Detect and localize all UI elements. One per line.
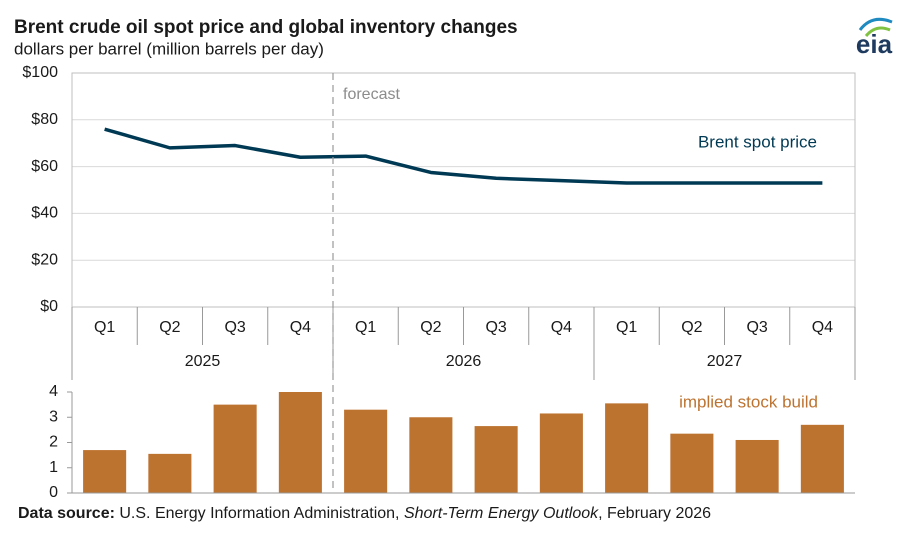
- logo: eia: [856, 17, 893, 59]
- y-tick-label: $0: [40, 298, 58, 315]
- bar: [278, 392, 322, 493]
- group-label: 2027: [707, 353, 743, 370]
- x-tick-label: Q3: [224, 319, 245, 336]
- x-tick-label: Q2: [420, 319, 441, 336]
- y-tick-label: $40: [31, 205, 58, 222]
- y-tick-label: 1: [49, 459, 58, 476]
- x-tick-label: Q2: [681, 319, 702, 336]
- x-tick-label: Q1: [94, 319, 115, 336]
- series-label: Brent spot price: [698, 132, 817, 151]
- source-label: Data source:: [18, 505, 115, 522]
- group-label: 2025: [185, 353, 221, 370]
- bar: [344, 409, 388, 493]
- y-tick-label: $100: [22, 64, 58, 81]
- y-tick-label: 4: [49, 383, 58, 400]
- bar: [605, 403, 649, 493]
- y-tick-label: $80: [31, 111, 58, 128]
- source-italic: Short-Term Energy Outlook: [404, 505, 599, 522]
- price-line: [104, 127, 823, 185]
- bar: [670, 433, 714, 493]
- y-tick-label: 0: [49, 484, 58, 501]
- x-tick-label: Q3: [485, 319, 506, 336]
- source-text: U.S. Energy Information Administration,: [119, 505, 399, 522]
- bar: [474, 426, 518, 493]
- x-tick-label: Q1: [616, 319, 637, 336]
- series-label: implied stock build: [679, 392, 818, 411]
- group-label: 2026: [446, 353, 482, 370]
- logo-text: eia: [856, 29, 893, 59]
- y-tick-label: $20: [31, 251, 58, 268]
- y-tick-label: 3: [49, 408, 58, 425]
- bar: [83, 450, 127, 493]
- chart-title: Brent crude oil spot price and global in…: [14, 17, 518, 38]
- plot-frame: [71, 72, 856, 308]
- logo-arc: [864, 26, 891, 38]
- bar: [539, 413, 583, 493]
- bar: [735, 439, 779, 493]
- chart-subtitle: dollars per barrel (million barrels per …: [14, 39, 324, 58]
- bar: [148, 453, 192, 493]
- bar: [409, 417, 453, 493]
- source-note: Data source: U.S. Energy Information Adm…: [18, 505, 711, 522]
- x-tick-label: Q4: [290, 319, 311, 336]
- source-date: , February 2026: [598, 505, 711, 522]
- y-tick-label: $60: [31, 158, 58, 175]
- x-tick-label: Q4: [812, 319, 833, 336]
- bar: [213, 404, 257, 493]
- x-tick-label: Q3: [746, 319, 767, 336]
- x-tick-label: Q2: [159, 319, 180, 336]
- forecast-label: forecast: [343, 86, 400, 103]
- bar: [800, 424, 844, 493]
- y-tick-label: 2: [49, 434, 58, 451]
- logo-arc: [858, 17, 893, 31]
- x-tick-label: Q1: [355, 319, 376, 336]
- x-tick-label: Q4: [551, 319, 572, 336]
